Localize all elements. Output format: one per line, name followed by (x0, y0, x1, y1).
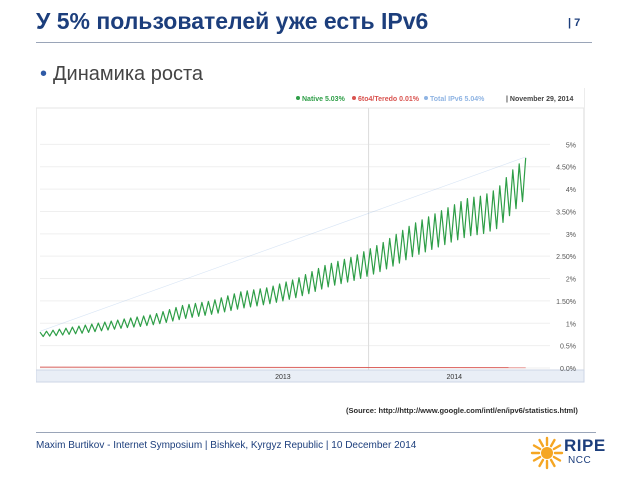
series-native-line (39, 157, 527, 338)
y-tick-label: 4% (566, 187, 576, 194)
slide-title: У 5% пользователей уже есть IPv6 (36, 8, 429, 34)
y-tick-label: 1.50% (556, 299, 576, 306)
x-tick-label: 2014 (446, 374, 462, 381)
logo-word: RIPE (564, 436, 606, 455)
y-tick-label: 1% (566, 321, 576, 328)
bullet-text: Динамика роста (53, 63, 203, 85)
bullet-item: • Динамика роста (40, 63, 203, 86)
chart-series-layer (39, 156, 527, 369)
chart-header-date: | November 29, 2014 (506, 96, 573, 103)
ipv6-growth-chart: 2013 2014 0.0% 0.5% 1% 1.50% 2% 2.50% 3% 3.50% 4%… (36, 88, 585, 383)
legend-item-2: Total IPv6 5.04% (430, 96, 485, 103)
x-tick-label: 2013 (275, 374, 291, 381)
chart-legend: Native 5.03% 6to4/Teredo 0.01% Total IPv6 … (296, 96, 573, 103)
legend-item-0: Native 5.03% (302, 96, 346, 103)
ripe-ncc-logo: RIPE NCC (530, 436, 610, 472)
y-tick-label: 5% (566, 142, 576, 149)
y-tick-label: 2% (566, 277, 576, 284)
ripe-ncc-sun-icon (530, 436, 564, 470)
y-tick-label: 3.50% (556, 209, 576, 216)
legend-marker (296, 96, 300, 100)
x-axis-band (36, 369, 585, 383)
series-total-ipv6-line (39, 156, 526, 332)
legend-marker (352, 96, 356, 100)
y-axis-ticks: 0.0% 0.5% 1% 1.50% 2% 2.50% 3% 3.50% 4% 4.50% 5% (556, 142, 576, 373)
title-divider (36, 42, 592, 43)
y-tick-label: 0.5% (560, 344, 576, 351)
chart-header-bar (36, 88, 584, 108)
legend-item-1: 6to4/Teredo 0.01% (358, 96, 420, 103)
y-tick-label: 3% (566, 232, 576, 239)
chart-grid (40, 108, 550, 370)
y-tick-label: 0.0% (560, 366, 576, 373)
logo-subtitle: NCC (568, 455, 592, 466)
series-6to4-teredo-line (39, 366, 526, 369)
y-tick-label: 2.50% (556, 254, 576, 261)
legend-marker (424, 96, 428, 100)
footer-text: Maxim Burtikov - Internet Symposium | Bi… (36, 440, 417, 451)
source-citation: (Source: http://http://www.google.com/in… (346, 406, 578, 415)
bullet-dot-icon: • (40, 63, 48, 85)
page-number: | 7 (568, 17, 581, 29)
chart-frame (36, 88, 585, 383)
footer-divider (36, 432, 596, 433)
x-axis-ticks: 2013 2014 (275, 374, 462, 381)
y-tick-label: 4.50% (556, 165, 576, 172)
